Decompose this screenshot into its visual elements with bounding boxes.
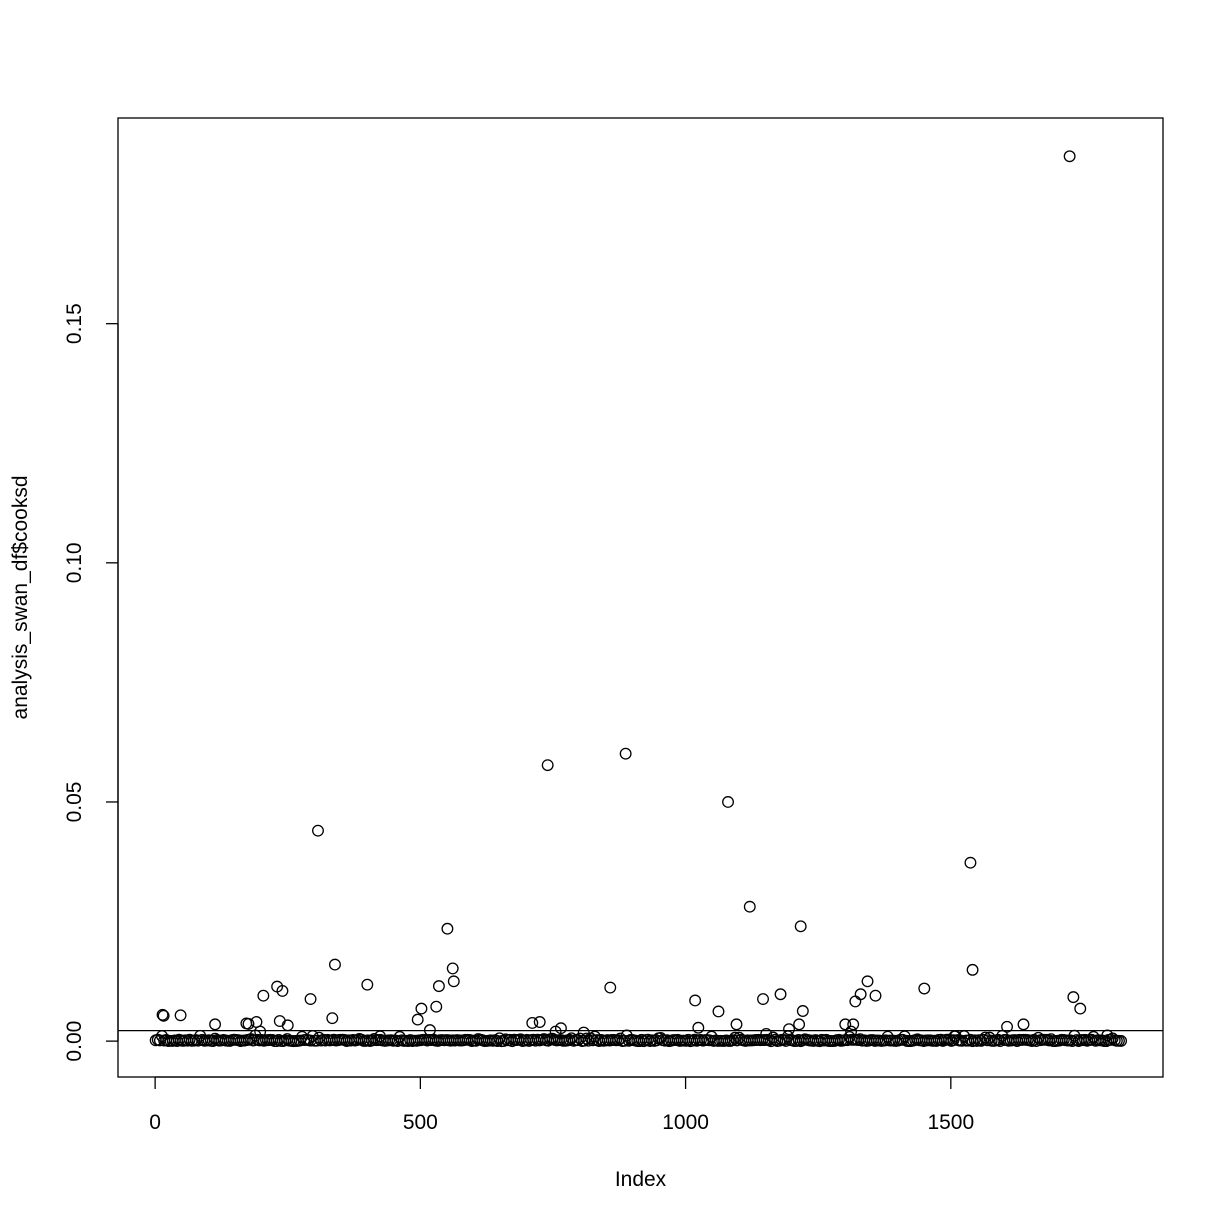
y-tick-label: 0.15	[63, 303, 86, 344]
data-point	[689, 994, 702, 1007]
plot-frame	[117, 117, 1164, 1078]
data-point	[1067, 991, 1080, 1004]
data-point	[722, 796, 734, 808]
data-point	[578, 1034, 591, 1047]
data-point	[577, 1026, 590, 1039]
data-point	[743, 900, 756, 913]
data-point	[1017, 1018, 1030, 1031]
data-point	[415, 1002, 428, 1015]
data-point	[730, 1018, 743, 1031]
data-point	[209, 1018, 222, 1031]
data-point	[847, 1018, 860, 1031]
data-point	[966, 963, 979, 976]
data-point	[774, 988, 787, 1001]
data-point	[760, 1028, 773, 1040]
data-point	[533, 1016, 546, 1028]
data-point	[157, 1009, 170, 1022]
y-tick-label: 0.05	[63, 782, 86, 823]
y-tick-label: 0.10	[63, 542, 86, 583]
x-tick-label: 500	[403, 1111, 438, 1134]
data-point	[796, 1005, 809, 1017]
data-point	[447, 975, 460, 988]
data-point	[326, 1012, 339, 1025]
x-tick-label: 1500	[927, 1111, 974, 1134]
data-point	[156, 1008, 169, 1021]
data-point	[619, 747, 632, 760]
data-point	[254, 1025, 267, 1038]
data-point	[604, 981, 617, 994]
data-point	[242, 1017, 255, 1030]
data-point	[174, 1009, 187, 1022]
data-point	[329, 958, 341, 971]
data-point	[1063, 150, 1076, 163]
data-point	[257, 989, 270, 1002]
data-point	[430, 1000, 443, 1013]
data-point	[273, 1015, 286, 1027]
data-point	[361, 978, 374, 991]
data-point	[918, 982, 931, 995]
data-point	[554, 1022, 567, 1035]
data-point	[526, 1017, 539, 1029]
data-point	[1115, 1034, 1128, 1047]
data-point	[281, 1019, 294, 1032]
data-point	[692, 1021, 705, 1034]
data-point	[304, 993, 317, 1005]
data-point	[1001, 1020, 1013, 1033]
data-points	[149, 150, 1128, 1048]
data-point	[712, 1005, 725, 1018]
data-point	[845, 1025, 858, 1038]
data-point	[794, 920, 807, 933]
x-axis: 0 500 1000 1500	[149, 1076, 974, 1134]
data-point	[276, 984, 289, 997]
y-axis-label: analysis_swan_df$cooksd	[9, 476, 32, 720]
x-tick-label: 1000	[662, 1111, 709, 1134]
data-point	[728, 1031, 741, 1044]
data-point	[446, 962, 459, 975]
data-point	[964, 856, 977, 869]
data-point	[757, 993, 769, 1005]
data-point	[849, 995, 862, 1008]
data-point	[869, 989, 882, 1002]
x-axis-label: Index	[615, 1168, 667, 1191]
data-point	[839, 1018, 852, 1031]
data-point	[783, 1023, 795, 1036]
data-point	[793, 1018, 806, 1031]
data-point	[432, 980, 445, 993]
data-point	[411, 1013, 424, 1026]
y-tick-label: 0.00	[63, 1021, 86, 1062]
data-point	[441, 922, 454, 935]
x-tick-label: 0	[149, 1111, 161, 1134]
data-point	[1074, 1002, 1087, 1015]
data-point	[541, 759, 554, 772]
data-point	[861, 975, 874, 988]
data-point	[312, 824, 324, 837]
y-axis: 0.00 0.05 0.10 0.15	[63, 303, 119, 1062]
data-point	[854, 988, 867, 1001]
